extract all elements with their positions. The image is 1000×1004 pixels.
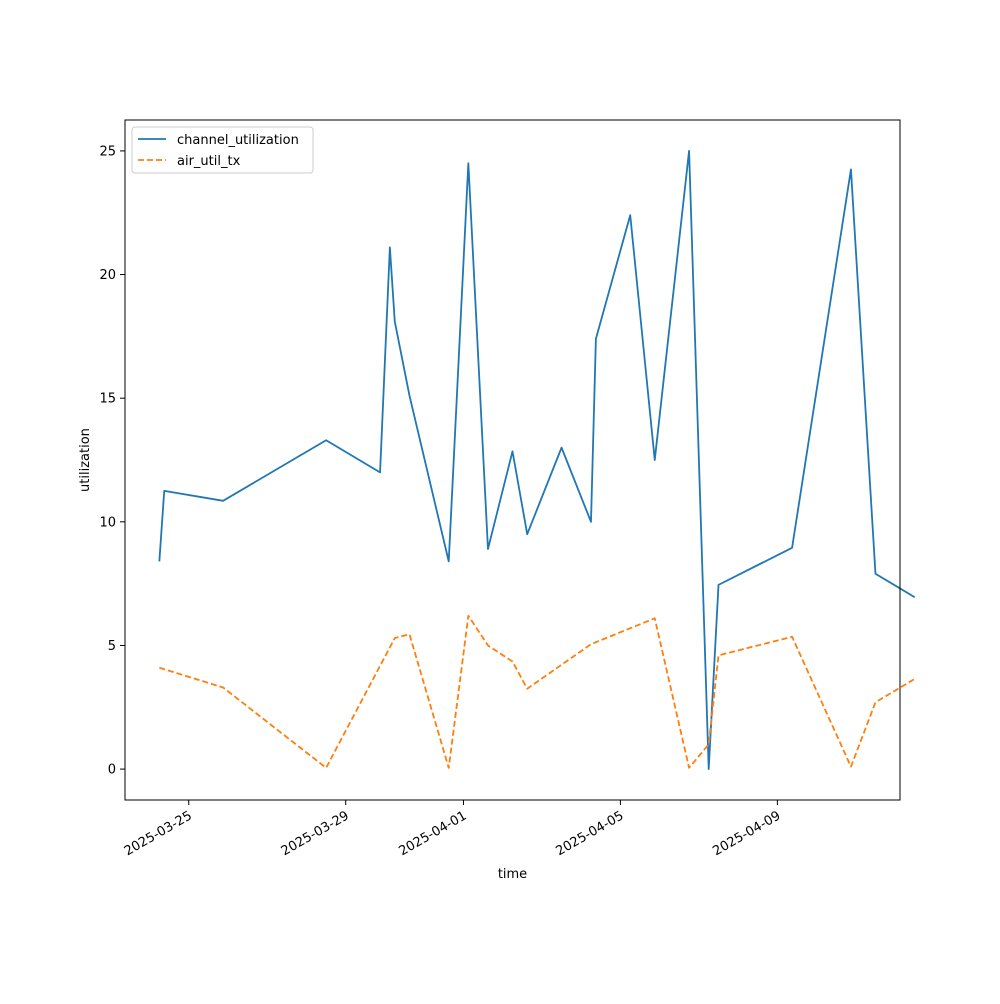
- legend: channel_utilization air_util_tx: [131, 126, 314, 174]
- x-tick-label: 2025-03-25: [122, 808, 195, 859]
- y-tick-label: 10: [99, 515, 116, 530]
- x-tick-label: 2025-04-01: [397, 808, 470, 859]
- y-tick-label: 20: [99, 268, 116, 283]
- y-tick-label: 25: [99, 144, 116, 159]
- series-layer: [158, 150, 916, 770]
- y-tick-label: 0: [108, 763, 116, 778]
- legend-box: [131, 126, 314, 174]
- y-tick-label: 5: [108, 639, 116, 654]
- y-axis-ticks: 0 5 10 15 20 25: [99, 144, 125, 778]
- y-tick-label: 15: [99, 392, 116, 407]
- plot-frame: [124, 119, 901, 801]
- x-tick-label: 2025-04-09: [710, 808, 783, 859]
- x-tick-label: 2025-04-05: [553, 808, 626, 859]
- legend-label-channel-utilization: channel_utilization: [177, 133, 299, 148]
- x-axis-label: time: [498, 867, 527, 882]
- series-line-channel-utilization: [158, 150, 916, 770]
- legend-label-air-util-tx: air_util_tx: [177, 154, 241, 169]
- series-line-air-util-tx: [159, 614, 916, 769]
- x-axis-ticks: 2025-03-25 2025-03-29 2025-04-01 2025-04-05…: [122, 800, 783, 859]
- x-tick-label: 2025-03-29: [279, 808, 352, 859]
- y-axis-label: utilization: [78, 428, 93, 492]
